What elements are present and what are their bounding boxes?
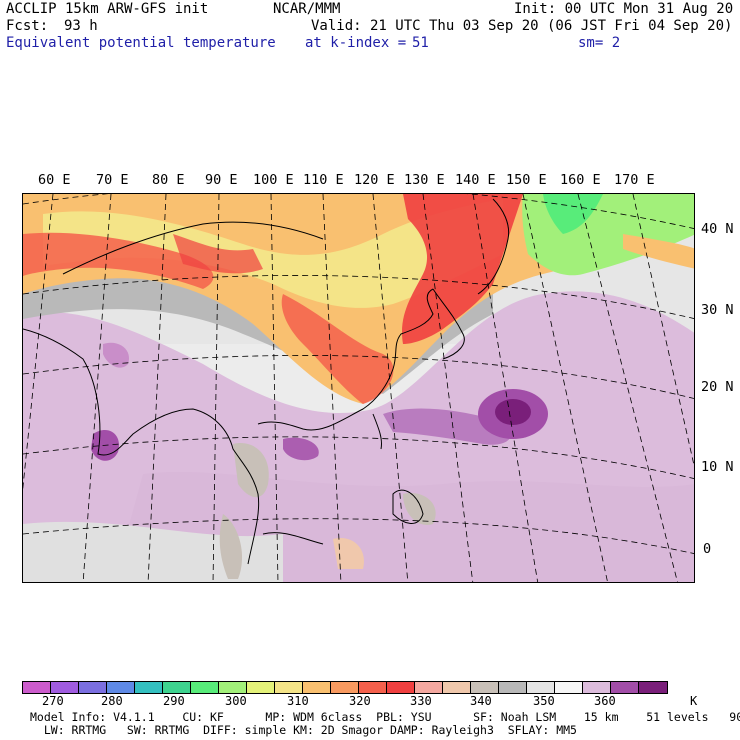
colorbar-swatch bbox=[247, 682, 275, 693]
model-info-line2: LW: RRTMG SW: RRTMG DIFF: simple KM: 2D … bbox=[30, 723, 577, 737]
colorbar-tick: 330 bbox=[410, 694, 432, 708]
lat-label: 20 N bbox=[701, 379, 734, 395]
colorbar-tick: 270 bbox=[42, 694, 64, 708]
colorbar-tick: 350 bbox=[533, 694, 555, 708]
lon-label: 110 E bbox=[303, 172, 344, 188]
smoothing: sm= 2 bbox=[578, 35, 621, 51]
colorbar-swatch bbox=[611, 682, 639, 693]
colorbar-swatch bbox=[527, 682, 555, 693]
lon-label: 90 E bbox=[205, 172, 238, 188]
colorbar-swatch bbox=[555, 682, 583, 693]
forecast-label: Fcst: bbox=[6, 18, 49, 34]
valid-time: Valid: 21 UTC Thu 03 Sep 20 (06 JST Fri … bbox=[311, 18, 733, 34]
level-value: 51 bbox=[412, 35, 429, 51]
lon-label: 170 E bbox=[614, 172, 655, 188]
lon-label: 150 E bbox=[506, 172, 547, 188]
lon-label: 140 E bbox=[455, 172, 496, 188]
colorbar-swatch bbox=[471, 682, 499, 693]
colorbar-swatch bbox=[275, 682, 303, 693]
colorbar-tick: 320 bbox=[349, 694, 371, 708]
colorbar-swatch bbox=[79, 682, 107, 693]
lon-label: 70 E bbox=[96, 172, 129, 188]
colorbar bbox=[22, 681, 668, 694]
lon-label: 160 E bbox=[560, 172, 601, 188]
forecast-hour: 93 h bbox=[64, 18, 98, 34]
lon-label: 130 E bbox=[404, 172, 445, 188]
colorbar-swatch bbox=[135, 682, 163, 693]
typhoon-center bbox=[495, 399, 531, 425]
init-time: Init: 00 UTC Mon 31 Aug 20 bbox=[514, 1, 734, 17]
colorbar-swatch bbox=[163, 682, 191, 693]
lat-label: 0 bbox=[703, 541, 712, 557]
lon-label: 120 E bbox=[354, 172, 395, 188]
level-label: at k-index = bbox=[305, 35, 407, 51]
lon-label: 80 E bbox=[152, 172, 185, 188]
colorbar-swatch bbox=[107, 682, 135, 693]
colorbar-swatch bbox=[499, 682, 527, 693]
lon-label: 60 E bbox=[38, 172, 71, 188]
model-info-line1: Model Info: V4.1.1 CU: KF MP: WDM 6class… bbox=[30, 710, 740, 724]
model-title: ACCLIP 15km ARW-GFS init bbox=[6, 1, 209, 17]
organization: NCAR/MMM bbox=[273, 1, 341, 17]
colorbar-swatch bbox=[51, 682, 79, 693]
colorbar-swatch bbox=[331, 682, 359, 693]
lat-label: 40 N bbox=[701, 221, 734, 237]
lat-label: 10 N bbox=[701, 459, 734, 475]
colorbar-tick: 290 bbox=[163, 694, 185, 708]
theta-e-field bbox=[23, 194, 694, 582]
field-name: Equivalent potential temperature bbox=[6, 35, 276, 51]
colorbar-swatch bbox=[23, 682, 51, 693]
colorbar-unit: K bbox=[690, 694, 698, 708]
colorbar-swatch bbox=[415, 682, 443, 693]
colorbar-swatch bbox=[443, 682, 471, 693]
colorbar-swatch bbox=[219, 682, 247, 693]
colorbar-tick: 310 bbox=[287, 694, 309, 708]
colorbar-tick: 340 bbox=[470, 694, 492, 708]
colorbar-swatch bbox=[303, 682, 331, 693]
colorbar-tick: 360 bbox=[594, 694, 616, 708]
lon-label: 100 E bbox=[253, 172, 294, 188]
colorbar-tick: 280 bbox=[101, 694, 123, 708]
colorbar-swatch bbox=[359, 682, 387, 693]
colorbar-swatch bbox=[191, 682, 219, 693]
colorbar-swatch bbox=[387, 682, 415, 693]
map-panel bbox=[22, 193, 695, 583]
colorbar-swatch bbox=[639, 682, 667, 693]
colorbar-tick: 300 bbox=[225, 694, 247, 708]
colorbar-swatch bbox=[583, 682, 611, 693]
lat-label: 30 N bbox=[701, 302, 734, 318]
